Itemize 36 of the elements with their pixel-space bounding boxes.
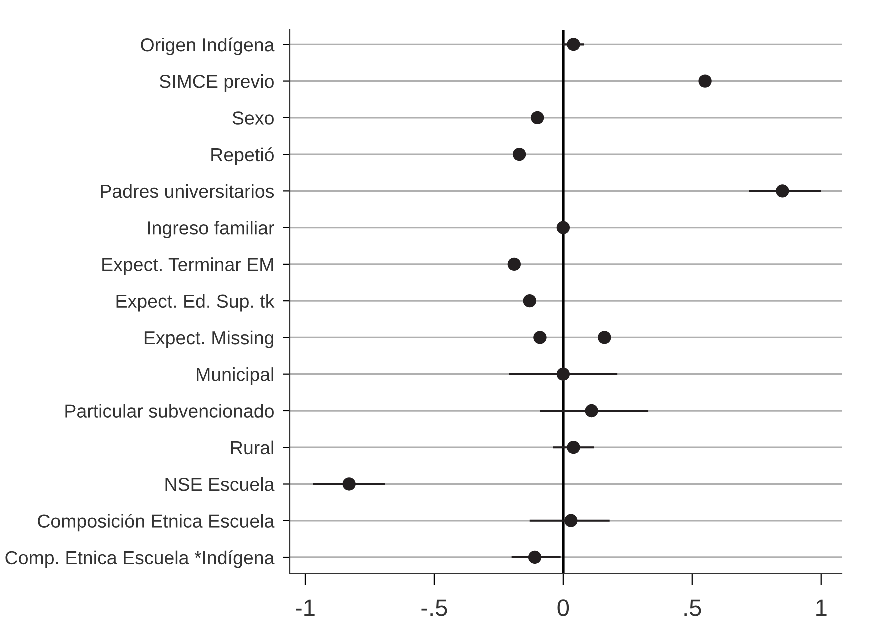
point — [342, 478, 356, 491]
y-tick-label: Repetió — [212, 148, 274, 166]
point — [567, 38, 580, 52]
y-tick-label: Comp. Etnica Escuela *Indígena — [6, 550, 275, 568]
y-tick-label: NSE Escuela — [166, 477, 275, 492]
point — [512, 148, 526, 162]
point — [508, 258, 521, 272]
point — [556, 368, 570, 381]
y-tick-label: Particular subvencionado — [66, 404, 274, 418]
y-tick-label: Expect. Missing — [144, 330, 274, 348]
y-tick-label: Rural — [231, 440, 274, 455]
y-tick-label: Sexo — [232, 112, 274, 125]
point — [528, 550, 542, 564]
y-tick-label: Ingreso familiar — [148, 221, 274, 239]
x-tick-label: .5 — [684, 600, 702, 616]
point — [564, 514, 578, 528]
point — [776, 184, 790, 198]
point — [531, 111, 544, 125]
point — [698, 74, 712, 88]
x-tick-label: -1 — [296, 600, 315, 616]
x-tick-label: -.5 — [422, 600, 448, 616]
x-tick-label: 0 — [558, 600, 570, 616]
y-tick-label: SIMCE previo — [160, 74, 274, 92]
y-tick-label: Composición Etnica Escuela — [38, 514, 275, 532]
point — [598, 331, 612, 344]
y-tick-label: Expect. Terminar EM — [102, 258, 274, 276]
point — [556, 221, 570, 234]
y-tick-label: Padres universitarios — [101, 184, 274, 198]
y-tick-label: Municipal — [197, 368, 274, 386]
y-tick-label: Origen Indígena — [141, 38, 275, 56]
point — [567, 441, 580, 454]
y-tick-label: Expect. Ed. Sup. tk — [116, 294, 275, 312]
point — [585, 404, 598, 418]
point — [534, 331, 547, 344]
x-tick-label: 1 — [816, 600, 827, 616]
point — [523, 294, 536, 308]
